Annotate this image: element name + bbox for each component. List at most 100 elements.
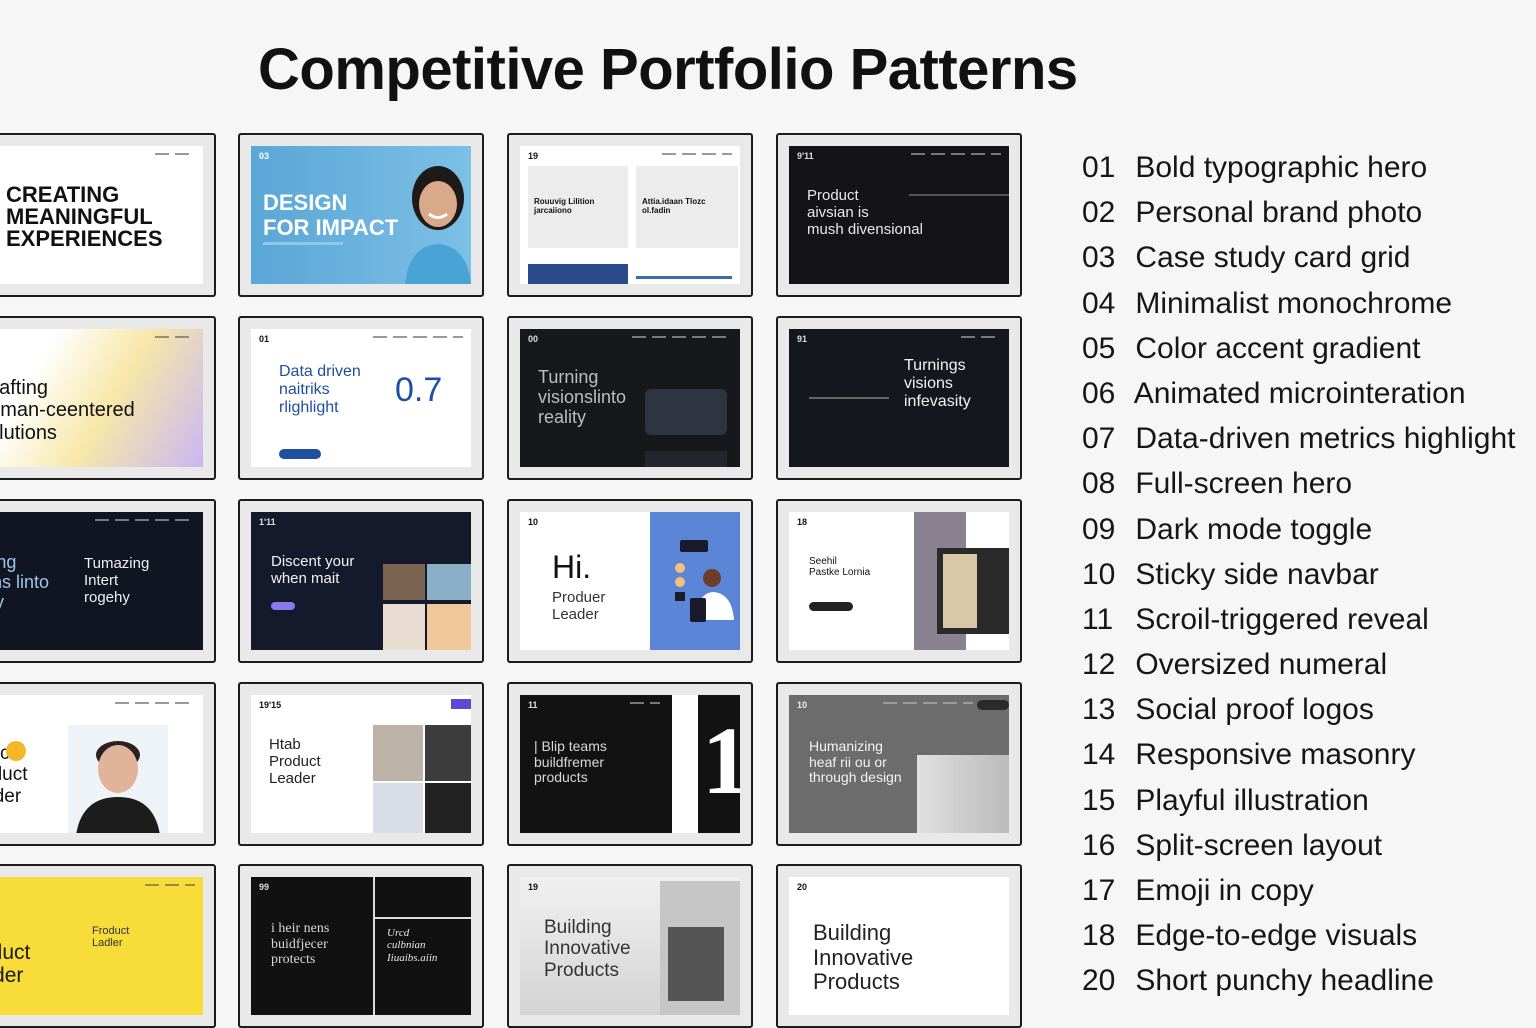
project-image bbox=[427, 564, 471, 600]
hero-role: Produer Leader bbox=[552, 589, 606, 623]
pattern-item: 02 Personal brand photo bbox=[1082, 190, 1516, 235]
pattern-label: Scroil-triggered reveal bbox=[1135, 602, 1429, 636]
hero-headline: Sonic Product Leader bbox=[0, 743, 28, 807]
pattern-number: 01 bbox=[1082, 151, 1116, 184]
portfolio-thumbnail[interactable]: Hei Product Leader Froduct Ladler bbox=[0, 864, 216, 1028]
pattern-item: 05 Color accent gradient bbox=[1082, 326, 1516, 371]
portfolio-thumbnail[interactable]: 19 Building Innovative Products bbox=[507, 864, 753, 1028]
hero-headline: Hei Product Leader bbox=[0, 940, 31, 988]
thumbnail-screen: 91 Turnings visions infevasity bbox=[789, 329, 1009, 467]
portfolio-thumbnail[interactable]: 00 Turning visionslinto reality bbox=[507, 316, 753, 480]
portfolio-thumbnail[interactable]: 10 Humanizing heaf rii ou or through des… bbox=[776, 682, 1022, 846]
hero-object bbox=[668, 927, 724, 1001]
portfolio-thumbnail[interactable]: 9'11 Product aivsian is mush divensional bbox=[776, 133, 1022, 297]
thumbnail-number: 19 bbox=[528, 882, 539, 892]
pattern-label: Bold typographic hero bbox=[1135, 151, 1428, 184]
case-card-title: Rouuvig Lilition jarcaiiono bbox=[534, 197, 595, 215]
cta-button[interactable] bbox=[279, 449, 321, 459]
pattern-item: 12 Oversized numeral bbox=[1082, 642, 1516, 687]
pattern-label: Social proof logos bbox=[1135, 693, 1374, 727]
pattern-number: 03 bbox=[1082, 241, 1116, 275]
portfolio-thumbnail[interactable]: Crafting human-ceentered solutions bbox=[0, 316, 216, 480]
portfolio-thumbnail[interactable]: 99 i heir nens buidfjecer protects Urcd … bbox=[238, 864, 484, 1028]
cta-button[interactable] bbox=[809, 602, 853, 611]
thumbnail-screen: 11 | Blip teams buildfremer products 1 bbox=[520, 695, 740, 833]
portfolio-thumbnail[interactable]: Turning visions linto reality Tumazing I… bbox=[0, 499, 216, 663]
subtext bbox=[909, 194, 1009, 196]
hero-headline: Product aivsian is mush divensional bbox=[807, 187, 923, 238]
portfolio-thumbnail[interactable]: 1'11 Discent your when mait bbox=[238, 499, 484, 663]
nav-bar bbox=[883, 702, 973, 704]
hero-subheadline: Urcd culbnian Iiuaibs.aiin bbox=[387, 927, 438, 964]
thumbnail-screen: Crafting human-ceentered solutions bbox=[0, 329, 203, 467]
thumbnail-number: 18 bbox=[797, 517, 808, 527]
pattern-item: 08 Full-screen hero bbox=[1082, 461, 1516, 506]
pattern-item: 04 Minimalist monochrome bbox=[1082, 281, 1516, 326]
pattern-label: Full-screen hero bbox=[1135, 467, 1353, 501]
cta-button[interactable] bbox=[271, 602, 295, 610]
case-card[interactable]: Rouuvig Lilition jarcaiiono bbox=[528, 166, 628, 248]
pattern-item: 07 Data-driven metrics highlight bbox=[1082, 416, 1516, 461]
laptop-screen bbox=[943, 554, 977, 628]
nav-button[interactable] bbox=[977, 700, 1009, 710]
nav-bar bbox=[662, 153, 732, 155]
project-image bbox=[383, 604, 425, 650]
thumbnail-number: 20 bbox=[797, 882, 808, 892]
nav-bar bbox=[373, 336, 463, 338]
project-image bbox=[425, 725, 471, 781]
divider-panel bbox=[672, 695, 698, 833]
portfolio-thumbnail[interactable]: CREATING MEANINGFUL EXPERIENCES bbox=[0, 133, 216, 297]
portfolio-thumbnail[interactable]: 20 Building Innovative Products bbox=[776, 864, 1022, 1028]
portfolio-thumbnail[interactable]: 19'15 Htab Product Leader bbox=[238, 682, 484, 846]
pattern-list: 01 Bold typographic hero 02 Personal bra… bbox=[1082, 145, 1516, 1004]
thumbnail-number: 10 bbox=[797, 700, 808, 710]
nav-bar bbox=[630, 702, 660, 704]
architecture-photo bbox=[917, 755, 1009, 833]
portfolio-thumbnail[interactable]: 19 Rouuvig Lilition jarcaiiono Attia.ida… bbox=[507, 133, 753, 297]
portfolio-thumbnail[interactable]: 18 Seehil Pastke Lornia bbox=[776, 499, 1022, 663]
pattern-label: Edge-to-edge visuals bbox=[1135, 919, 1418, 953]
thumbnail-screen: 01 Data driven naitriks rlighlight 0.7 bbox=[251, 329, 471, 467]
pattern-number: 13 bbox=[1082, 693, 1116, 727]
case-card[interactable]: Attia.idaan Tlozc ol.fadin bbox=[636, 166, 738, 248]
metric-value: 0.7 bbox=[395, 371, 443, 409]
portfolio-thumbnail[interactable]: 10 Hi. Produer Leader bbox=[507, 499, 753, 663]
portfolio-thumbnail[interactable]: 91 Turnings visions infevasity bbox=[776, 316, 1022, 480]
thumbnail-screen: 19 Building Innovative Products bbox=[520, 877, 740, 1015]
portfolio-thumbnail[interactable]: 01 Data driven naitriks rlighlight 0.7 bbox=[238, 316, 484, 480]
pattern-item: 09 Dark mode toggle bbox=[1082, 507, 1516, 552]
subtext bbox=[809, 397, 889, 399]
pattern-label: Playful illustration bbox=[1135, 783, 1369, 817]
thumbnail-screen: Hei Product Leader Froduct Ladler bbox=[0, 877, 203, 1015]
portfolio-thumbnail[interactable]: Sonic Product Leader bbox=[0, 682, 216, 846]
hero-headline: Htab Product Leader bbox=[269, 736, 321, 787]
pattern-number: 09 bbox=[1082, 512, 1116, 546]
pattern-item: 03 Case study card grid bbox=[1082, 235, 1516, 280]
nav-bar bbox=[155, 153, 195, 155]
thumbnail-number: 19 bbox=[528, 151, 539, 161]
hero-greeting: Hi. bbox=[552, 549, 592, 585]
pattern-number: 18 bbox=[1082, 919, 1116, 953]
nav-bar bbox=[632, 336, 732, 338]
split-divider bbox=[373, 877, 375, 1015]
thumbnail-number: 19'15 bbox=[259, 700, 282, 710]
portfolio-thumbnail[interactable]: 11 | Blip teams buildfremer products 1 bbox=[507, 682, 753, 846]
page-title: Competitive Portfolio Patterns bbox=[258, 37, 1078, 102]
thumbnail-screen: 00 Turning visionslinto reality bbox=[520, 329, 740, 467]
hero-headline: Building Innovative Products bbox=[813, 920, 914, 995]
case-card-banner bbox=[528, 264, 628, 284]
project-image bbox=[425, 783, 471, 833]
portrait-photo bbox=[68, 725, 168, 833]
pattern-number: 16 bbox=[1082, 828, 1116, 862]
pattern-label: Split-screen layout bbox=[1135, 828, 1383, 862]
portfolio-thumbnail[interactable]: 03 DESIGN FOR IMPACT bbox=[238, 133, 484, 297]
device-mockup bbox=[645, 389, 727, 435]
nav-bar bbox=[155, 336, 195, 338]
pattern-item: 18 Edge-to-edge visuals bbox=[1082, 913, 1516, 958]
nav-bar bbox=[911, 153, 1001, 155]
nav-bar bbox=[95, 519, 195, 521]
pattern-number: 14 bbox=[1082, 738, 1116, 772]
hero-headline: Turnings visions infevasity bbox=[904, 357, 971, 410]
thumbnail-number: 9'11 bbox=[797, 151, 814, 161]
nav-button[interactable] bbox=[451, 699, 471, 709]
